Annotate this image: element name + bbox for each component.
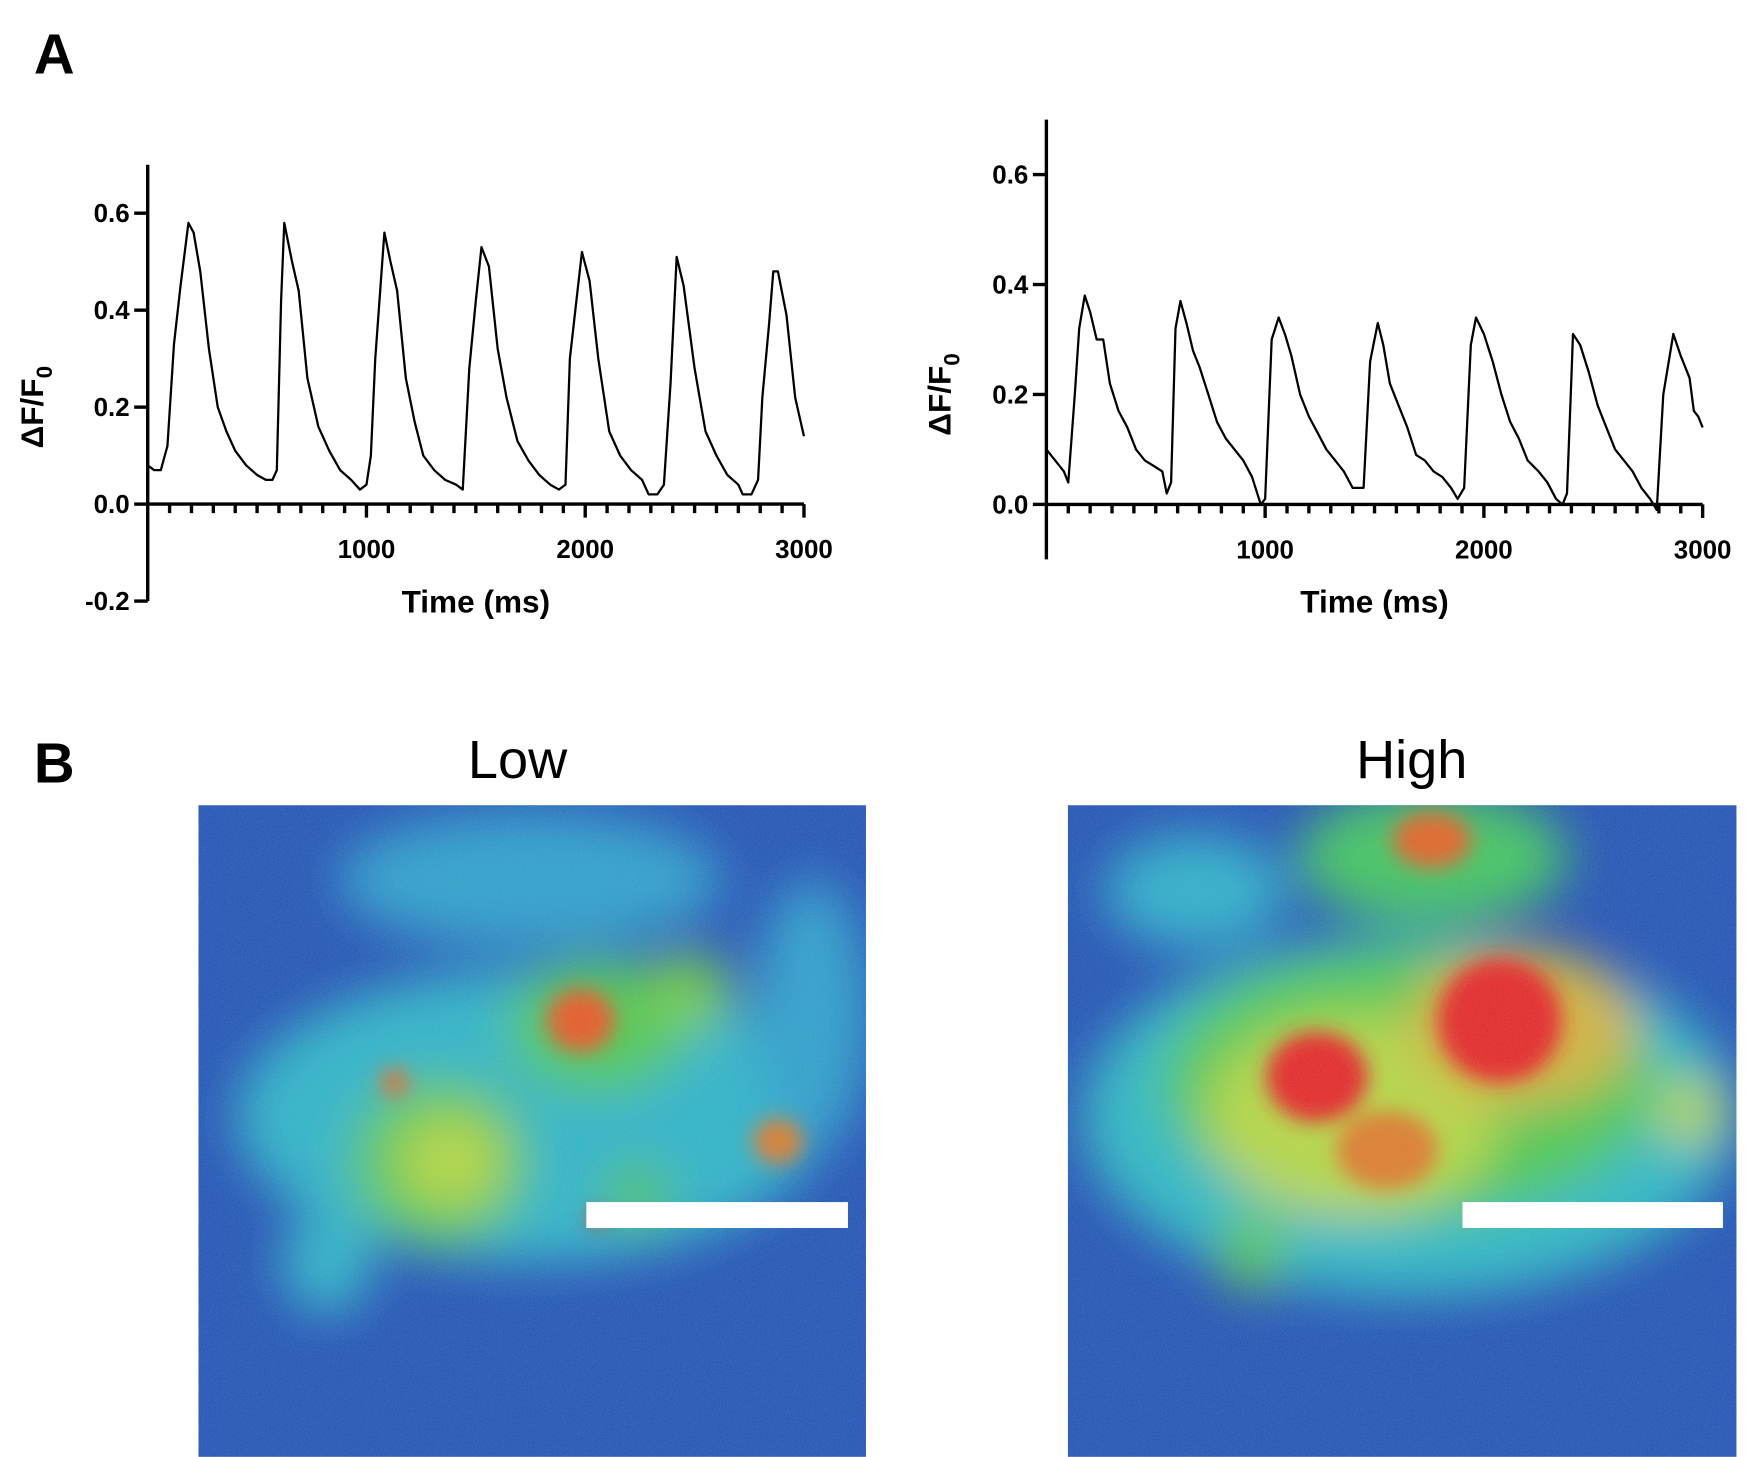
y-axis-label-sub: 0 (32, 366, 57, 379)
y-tick-label: 0.4 (94, 297, 131, 325)
x-tick-label: 2000 (1455, 537, 1513, 565)
y-tick-label: 0.6 (992, 162, 1028, 190)
y-tick-label: -0.2 (85, 588, 130, 616)
x-tick-label: 3000 (775, 536, 833, 564)
data-line (147, 221, 806, 496)
line-chart: -0.2 0.0 0.2 0.4 0.6 1000 2000 3000 Time (ms) ΔF/… (14, 164, 833, 619)
scale-bar (586, 1202, 848, 1229)
x-axis-label: Time (ms) (1300, 584, 1449, 620)
y-axis-label: ΔF/F0 (14, 366, 57, 449)
x-tick-label: 1000 (338, 536, 396, 564)
x-axis-label: Time (ms) (402, 583, 551, 619)
scale-bar (1462, 1202, 1723, 1229)
y-axis-label-sub: 0 (940, 353, 965, 366)
y-tick-label: 0.6 (94, 200, 130, 228)
heatmap-low (198, 805, 866, 1457)
panel-label: B (34, 732, 75, 795)
x-tick-label: 3000 (1674, 537, 1732, 565)
y-axis-label-main: ΔF/F (922, 366, 958, 436)
y-tick-label: 0.4 (992, 272, 1029, 300)
image-title: Low (468, 730, 568, 790)
data-line (1045, 294, 1704, 511)
x-tick-label: 1000 (1236, 537, 1294, 565)
y-tick-label: 0.2 (992, 381, 1028, 409)
line-chart: 0.0 0.2 0.4 0.6 1000 2000 3000 Time (ms) ΔF/F0 (922, 119, 1732, 620)
panel-label: A (34, 22, 75, 85)
image-title: High (1356, 730, 1467, 790)
y-axis-label-main: ΔF/F (14, 378, 50, 448)
y-tick-label: 0.2 (94, 394, 130, 422)
heatmap-high (1067, 805, 1737, 1457)
y-tick-label: 0.0 (992, 491, 1028, 519)
y-axis-label: ΔF/F0 (922, 353, 965, 436)
y-tick-label: 0.0 (94, 491, 130, 519)
x-tick-label: 2000 (556, 536, 614, 564)
